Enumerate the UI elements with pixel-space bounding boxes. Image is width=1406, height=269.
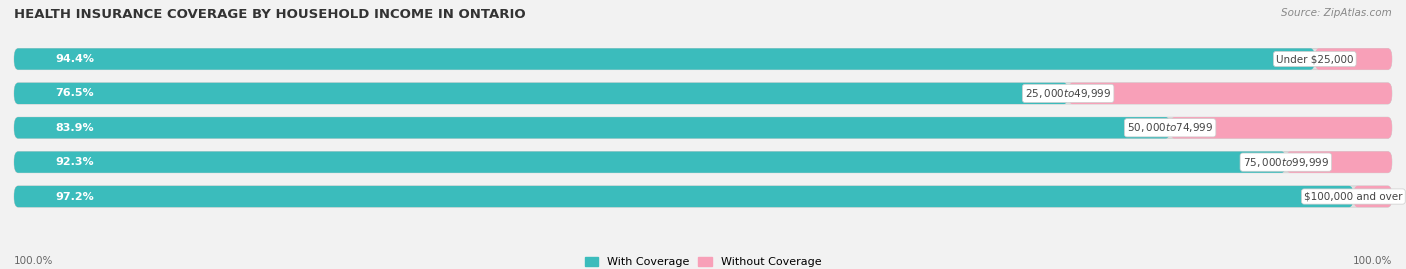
- Text: $50,000 to $74,999: $50,000 to $74,999: [1128, 121, 1213, 134]
- Text: Source: ZipAtlas.com: Source: ZipAtlas.com: [1281, 8, 1392, 18]
- Text: 76.5%: 76.5%: [55, 89, 94, 98]
- FancyBboxPatch shape: [1170, 117, 1392, 139]
- Text: $25,000 to $49,999: $25,000 to $49,999: [1025, 87, 1111, 100]
- Text: 94.4%: 94.4%: [55, 54, 94, 64]
- FancyBboxPatch shape: [1315, 48, 1392, 70]
- FancyBboxPatch shape: [14, 83, 1069, 104]
- FancyBboxPatch shape: [14, 151, 1392, 173]
- Text: $75,000 to $99,999: $75,000 to $99,999: [1243, 156, 1329, 169]
- FancyBboxPatch shape: [14, 186, 1392, 207]
- FancyBboxPatch shape: [14, 48, 1392, 70]
- Text: 97.2%: 97.2%: [55, 192, 94, 201]
- Legend: With Coverage, Without Coverage: With Coverage, Without Coverage: [585, 257, 821, 267]
- FancyBboxPatch shape: [14, 117, 1392, 139]
- Text: $100,000 and over: $100,000 and over: [1305, 192, 1403, 201]
- FancyBboxPatch shape: [14, 117, 1170, 139]
- FancyBboxPatch shape: [1354, 186, 1392, 207]
- Text: 100.0%: 100.0%: [14, 256, 53, 266]
- FancyBboxPatch shape: [14, 186, 1354, 207]
- Text: 83.9%: 83.9%: [55, 123, 94, 133]
- FancyBboxPatch shape: [14, 151, 1286, 173]
- FancyBboxPatch shape: [14, 83, 1392, 104]
- Text: 100.0%: 100.0%: [1353, 256, 1392, 266]
- Text: HEALTH INSURANCE COVERAGE BY HOUSEHOLD INCOME IN ONTARIO: HEALTH INSURANCE COVERAGE BY HOUSEHOLD I…: [14, 8, 526, 21]
- FancyBboxPatch shape: [1069, 83, 1392, 104]
- FancyBboxPatch shape: [1286, 151, 1392, 173]
- FancyBboxPatch shape: [14, 48, 1315, 70]
- Text: 92.3%: 92.3%: [55, 157, 94, 167]
- Text: Under $25,000: Under $25,000: [1277, 54, 1354, 64]
